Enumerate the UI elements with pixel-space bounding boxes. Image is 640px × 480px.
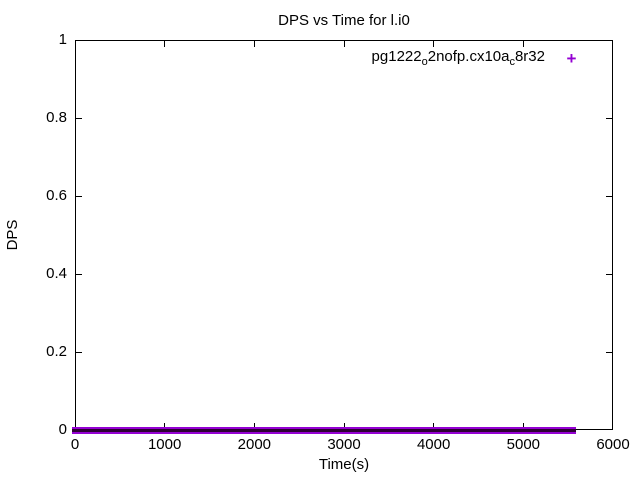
y-tick-label: 1 xyxy=(58,31,67,48)
chart-title: DPS vs Time for l.i0 xyxy=(278,12,410,29)
x-axis-label: Time(s) xyxy=(318,456,370,473)
x-tick-mark-bottom xyxy=(164,423,166,429)
x-tick-mark-bottom xyxy=(253,423,255,429)
y-tick-label: 0.6 xyxy=(46,187,67,204)
x-tick-label: 4000 xyxy=(416,436,451,453)
x-tick-label: 3000 xyxy=(327,436,361,453)
legend-label-part: 2nofp.cx10a xyxy=(427,48,510,65)
x-tick-label: 0 xyxy=(70,436,80,453)
x-tick-mark-bottom xyxy=(343,423,345,429)
legend-series-label: pg1222o2nofp.cx10ac8r32 xyxy=(372,48,545,68)
x-tick-label: 1000 xyxy=(147,436,182,453)
y-tick-label: 0.2 xyxy=(46,343,67,360)
y-tick-mark-right xyxy=(606,117,612,119)
x-tick-mark-top xyxy=(522,41,524,47)
y-tick-mark-right xyxy=(606,195,612,197)
y-tick-mark-right xyxy=(606,351,612,353)
y-tick-mark-left xyxy=(76,195,82,197)
legend-label-subscript: o xyxy=(421,56,428,68)
y-tick-label: 0.8 xyxy=(46,109,67,126)
y-tick-mark-left xyxy=(76,351,82,353)
x-tick-label: 5000 xyxy=(506,436,541,453)
x-tick-label: 6000 xyxy=(596,436,630,453)
legend: pg1222o2nofp.cx10ac8r32 + xyxy=(372,48,578,68)
y-tick-label: 0.4 xyxy=(46,265,67,282)
legend-label-part: pg1222 xyxy=(371,48,422,65)
x-tick-mark-top xyxy=(343,41,345,47)
series-data-band xyxy=(72,426,576,434)
y-tick-label: 0 xyxy=(58,421,67,438)
x-tick-mark-bottom xyxy=(433,423,435,429)
y-tick-mark-left xyxy=(76,273,82,275)
x-tick-mark-bottom xyxy=(522,423,524,429)
x-tick-mark-top xyxy=(253,41,255,47)
y-axis-label: DPS xyxy=(4,219,21,251)
x-tick-mark-top xyxy=(164,41,166,47)
x-tick-mark-top xyxy=(433,41,435,47)
legend-label-subscript: c xyxy=(509,56,515,68)
y-tick-mark-left xyxy=(76,117,82,119)
x-tick-label: 2000 xyxy=(237,436,272,453)
y-tick-mark-right xyxy=(606,273,612,275)
legend-label-part: 8r32 xyxy=(514,48,545,65)
plus-marker-icon: + xyxy=(566,48,577,68)
plot-area xyxy=(75,40,613,430)
